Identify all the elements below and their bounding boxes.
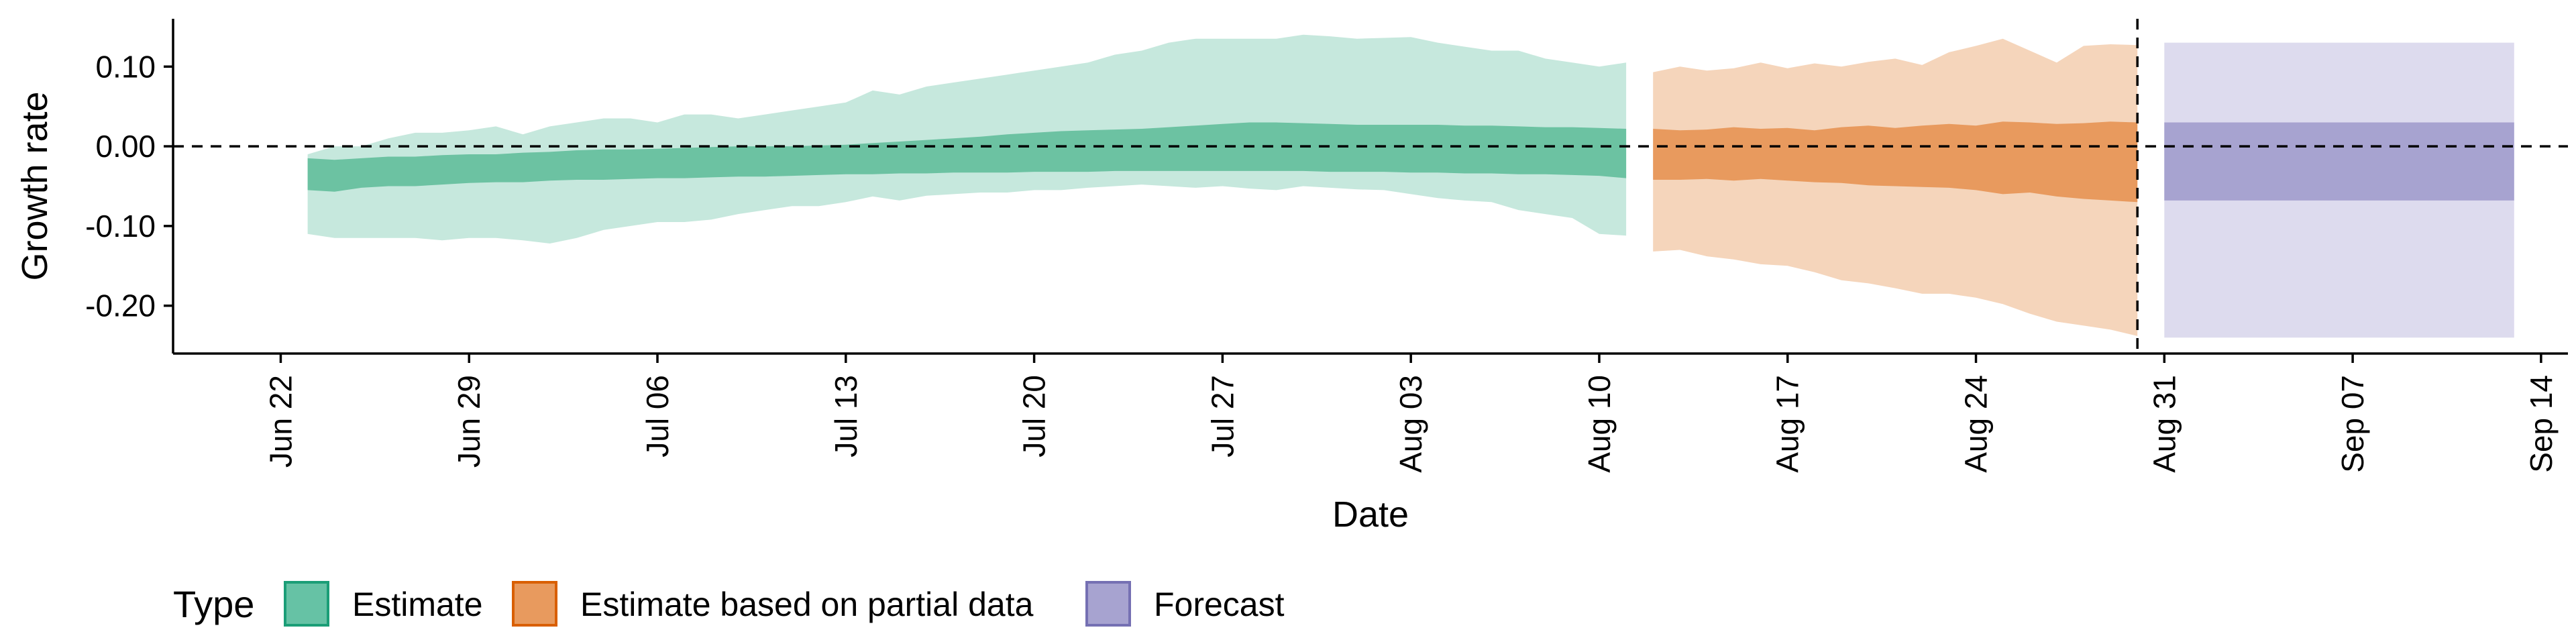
x-tick-label: Jun 29 [451, 375, 486, 468]
x-tick-label: Sep 14 [2524, 375, 2559, 473]
legend-label-estimate-based-on-partial-data: Estimate based on partial data [580, 586, 1034, 623]
x-tick-label: Aug 24 [1959, 375, 1994, 473]
x-axis-title: Date [1332, 494, 1409, 535]
x-tick-label: Aug 31 [2147, 375, 2182, 473]
y-tick-label: -0.10 [85, 209, 156, 244]
x-tick-label: Jul 20 [1017, 375, 1052, 458]
x-tick-label: Jul 13 [828, 375, 863, 458]
y-tick-label: 0.10 [95, 49, 156, 84]
y-tick-label: -0.20 [85, 288, 156, 323]
x-tick-label: Sep 07 [2335, 375, 2370, 473]
legend-key-estimate [284, 581, 329, 627]
legend-key-forecast [1085, 581, 1131, 627]
legend-label-estimate: Estimate [352, 586, 483, 623]
forecast-inner-band [2164, 122, 2514, 201]
reference-lines [173, 19, 2568, 354]
x-tick-label: Aug 03 [1393, 375, 1428, 473]
axes: 0.10 0.00 -0.10 -0.20 Jun 22 Jun 29 Jul 06 Jul … [85, 19, 2568, 473]
x-tick-label: Aug 10 [1582, 375, 1617, 473]
estimate-based-on-partial-data-outer-band [1653, 38, 2138, 336]
legend-label-forecast: Forecast [1154, 586, 1285, 623]
x-tick-label: Jun 22 [263, 375, 298, 468]
legend-key-estimate-based-on-partial-data [512, 581, 557, 627]
legend: Type Estimate Estimate based on partial d… [173, 581, 1285, 627]
x-tick-label: Jul 06 [640, 375, 675, 458]
y-tick-label: 0.00 [95, 129, 156, 164]
x-tick-label: Jul 27 [1205, 375, 1240, 458]
series-layer [307, 34, 2514, 338]
x-tick-label: Aug 17 [1770, 375, 1805, 473]
estimate-inner-band [307, 122, 1627, 192]
legend-title: Type [173, 583, 254, 625]
estimate-based-on-partial-data-inner-band [1653, 121, 2138, 203]
y-axis-title: Growth rate [15, 91, 55, 280]
